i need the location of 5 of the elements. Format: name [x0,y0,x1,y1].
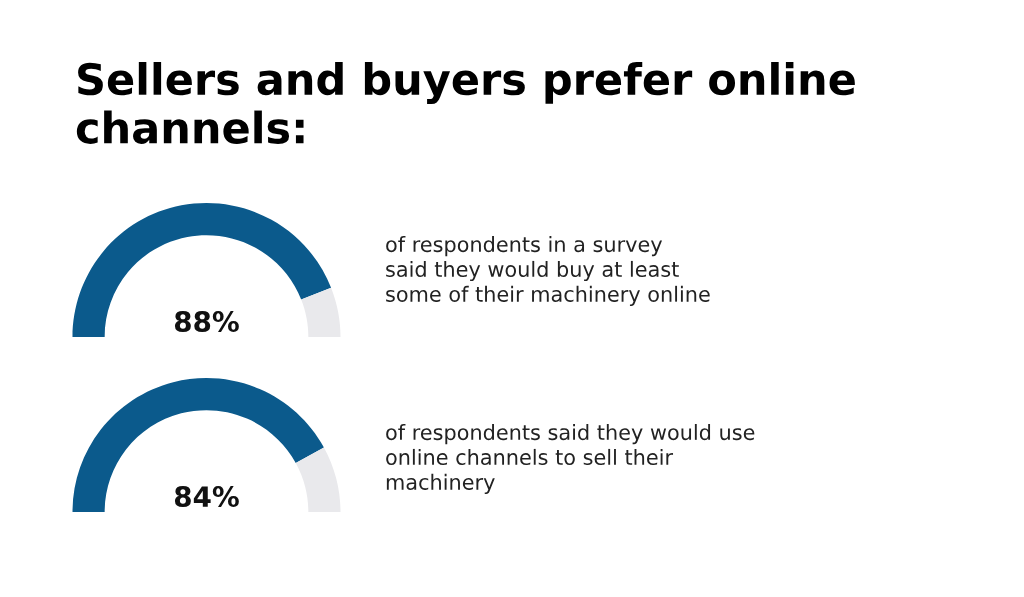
text: Sellers and buyers prefer online channels: [76,62,855,144]
text: of respondents in a survey said they would buy at least some of their machinery online [386,236,710,306]
data-label: 88% [174,311,239,333]
text: of respondents said they would use online channels to sell their machinery [386,424,755,494]
data-label: 84% [174,486,239,508]
